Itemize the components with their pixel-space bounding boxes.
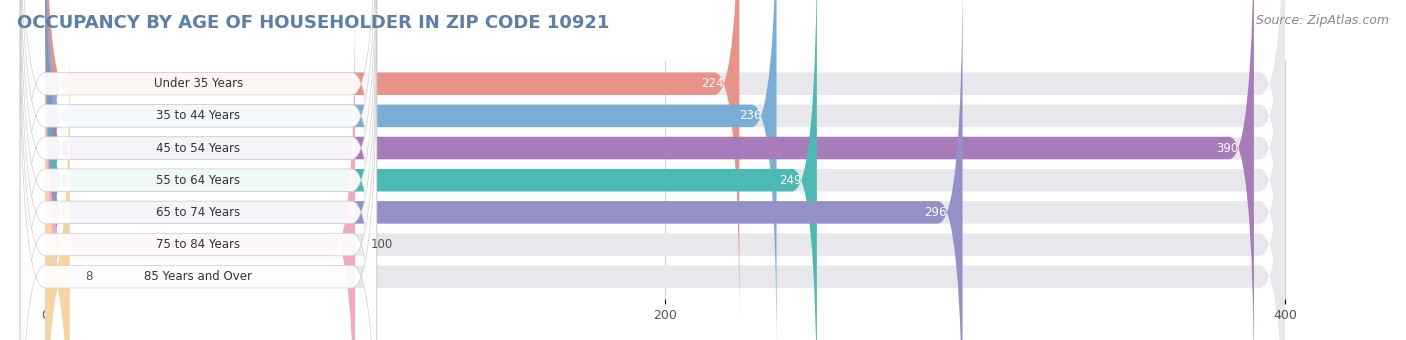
Text: 236: 236 (738, 109, 761, 122)
Text: 249: 249 (779, 174, 801, 187)
FancyBboxPatch shape (45, 0, 740, 330)
FancyBboxPatch shape (20, 0, 377, 340)
FancyBboxPatch shape (45, 31, 1285, 340)
FancyBboxPatch shape (45, 0, 1285, 340)
FancyBboxPatch shape (45, 0, 1285, 340)
Text: 35 to 44 Years: 35 to 44 Years (156, 109, 240, 122)
FancyBboxPatch shape (45, 0, 1285, 330)
Text: 75 to 84 Years: 75 to 84 Years (156, 238, 240, 251)
FancyBboxPatch shape (45, 0, 354, 340)
Text: 65 to 74 Years: 65 to 74 Years (156, 206, 240, 219)
FancyBboxPatch shape (20, 0, 377, 340)
Text: 390: 390 (1216, 141, 1239, 155)
FancyBboxPatch shape (45, 0, 776, 340)
FancyBboxPatch shape (45, 31, 70, 340)
Text: 85 Years and Over: 85 Years and Over (145, 270, 253, 283)
Text: OCCUPANCY BY AGE OF HOUSEHOLDER IN ZIP CODE 10921: OCCUPANCY BY AGE OF HOUSEHOLDER IN ZIP C… (17, 14, 609, 32)
FancyBboxPatch shape (20, 0, 377, 330)
Text: 296: 296 (925, 206, 948, 219)
Text: 55 to 64 Years: 55 to 64 Years (156, 174, 240, 187)
FancyBboxPatch shape (45, 0, 1285, 340)
Text: 100: 100 (371, 238, 392, 251)
Text: Source: ZipAtlas.com: Source: ZipAtlas.com (1256, 14, 1389, 27)
FancyBboxPatch shape (45, 0, 963, 340)
Text: Under 35 Years: Under 35 Years (153, 77, 243, 90)
Text: 8: 8 (86, 270, 93, 283)
FancyBboxPatch shape (45, 0, 817, 340)
FancyBboxPatch shape (20, 0, 377, 340)
FancyBboxPatch shape (45, 0, 1285, 340)
FancyBboxPatch shape (20, 0, 377, 340)
FancyBboxPatch shape (45, 0, 1285, 340)
Text: 45 to 54 Years: 45 to 54 Years (156, 141, 240, 155)
FancyBboxPatch shape (20, 31, 377, 340)
FancyBboxPatch shape (45, 0, 1254, 340)
FancyBboxPatch shape (20, 0, 377, 340)
Text: 224: 224 (702, 77, 724, 90)
